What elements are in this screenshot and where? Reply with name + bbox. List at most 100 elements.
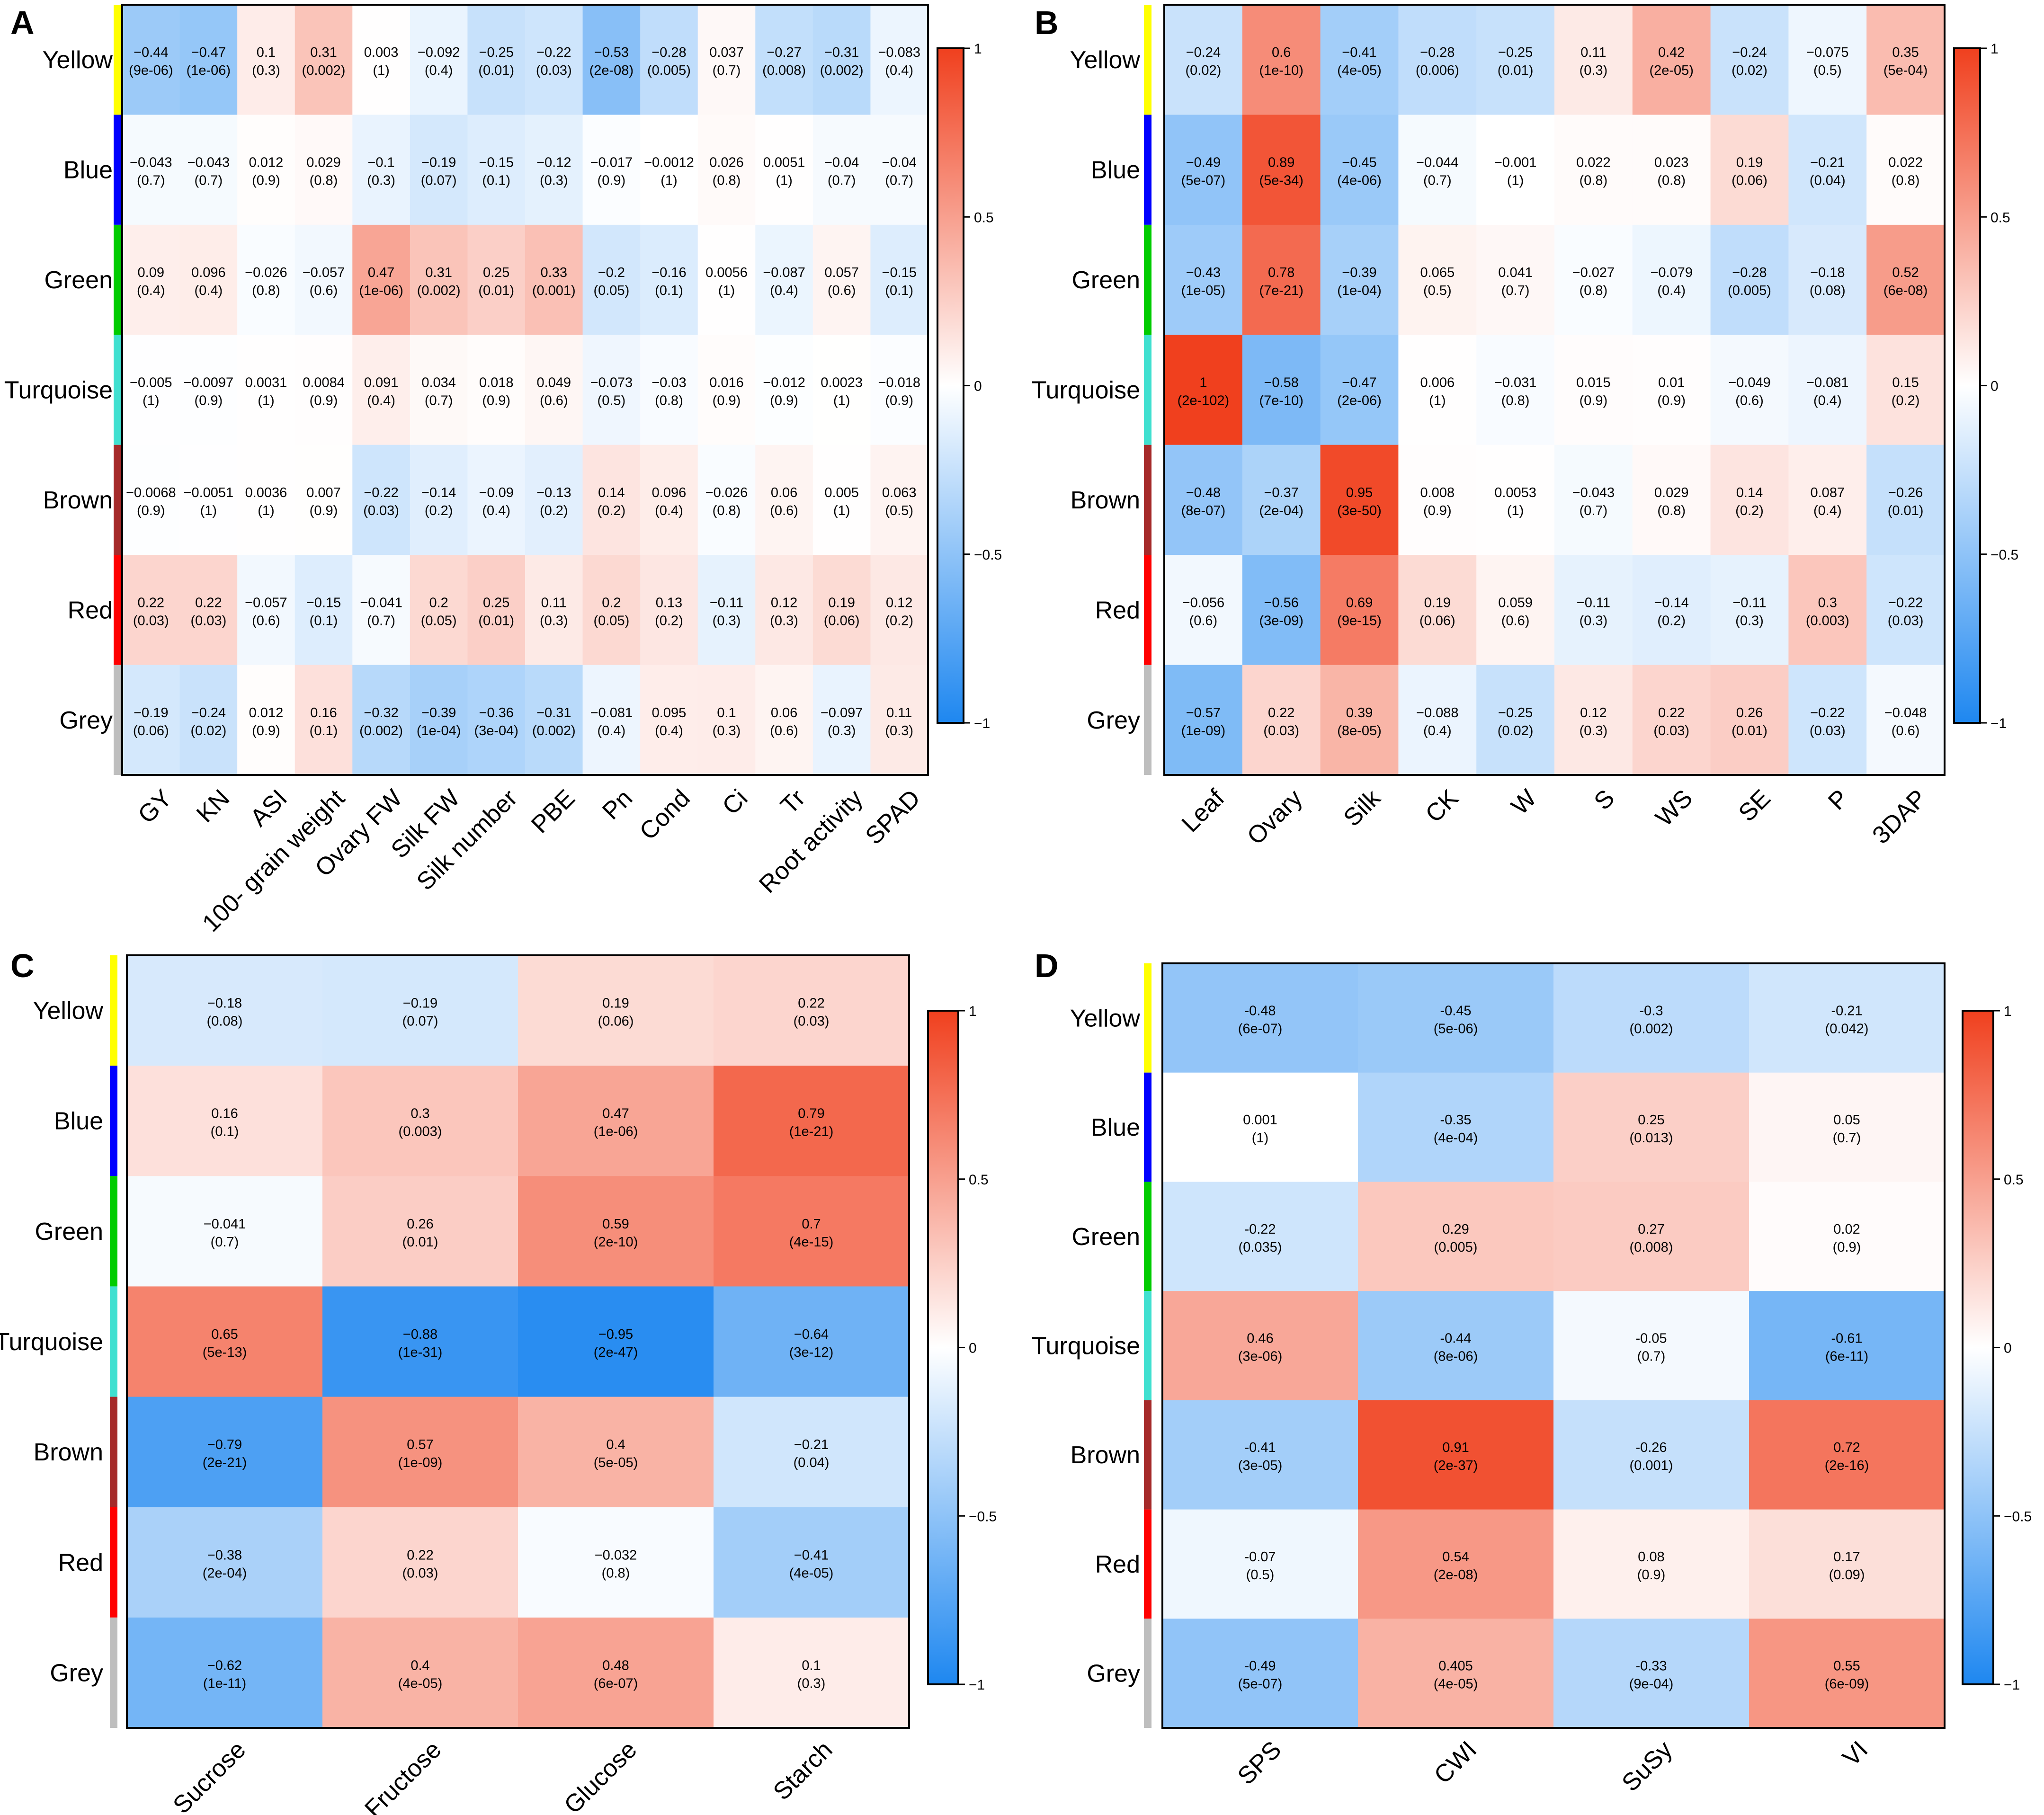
cell-pvalue-label: (0.9) — [252, 173, 280, 188]
heatmap-cell — [1554, 224, 1633, 335]
panel-C: C −0.18 (0.08) −0.19 (0.07) 0.19 (0.06) 0.22 (0.… — [0, 947, 997, 1815]
row-label-yellow: Yellow — [1070, 1005, 1141, 1032]
cell-value-label: 0.3 — [1818, 595, 1837, 610]
cell-value-label: 0.018 — [479, 375, 514, 391]
heatmap-cell — [1398, 335, 1477, 445]
heatmap-cell — [697, 445, 756, 555]
cell-pvalue-label: (0.9) — [713, 393, 741, 409]
column-label: Sucrose — [168, 1736, 251, 1815]
cell-pvalue-label: (4e-05) — [1337, 63, 1382, 78]
cell-value-label: −0.079 — [1650, 265, 1693, 280]
heatmap-cell — [410, 445, 468, 555]
cell-pvalue-label: (9e-06) — [129, 63, 173, 78]
heatmap-cell — [1866, 335, 1945, 445]
cell-pvalue-label: (3e-09) — [1259, 613, 1303, 628]
cell-value-label: −0.45 — [1342, 155, 1376, 170]
heatmap-cell — [1632, 5, 1711, 115]
cell-pvalue-label: (1) — [1252, 1130, 1268, 1146]
column-label: SPS — [1232, 1736, 1287, 1790]
heatmap-cell — [179, 335, 238, 445]
heatmap-cell — [1398, 665, 1477, 775]
cell-pvalue-label: (0.06) — [598, 1014, 634, 1029]
cell-pvalue-label: (0.5) — [1423, 283, 1452, 298]
cell-value-label: 0.47 — [368, 265, 394, 280]
cell-pvalue-label: (0.04) — [1810, 173, 1846, 188]
cell-value-label: 0.54 — [1442, 1549, 1469, 1565]
cell-value-label: 0.029 — [1654, 485, 1689, 500]
cell-value-label: 0.11 — [541, 595, 567, 610]
cell-pvalue-label: (0.03) — [1263, 723, 1299, 738]
heatmap-cell — [697, 335, 756, 445]
cell-value-label: 0.7 — [802, 1217, 821, 1232]
heatmap-cell — [1320, 445, 1399, 555]
heatmap-cell — [1554, 5, 1633, 115]
cell-value-label: 0.037 — [709, 45, 744, 60]
cell-pvalue-label: (0.07) — [402, 1014, 438, 1029]
cell-pvalue-label: (1e-06) — [359, 283, 403, 298]
cell-pvalue-label: (2e-10) — [594, 1235, 638, 1250]
heatmap-cell — [1554, 445, 1633, 555]
cell-pvalue-label: (3e-50) — [1337, 503, 1382, 518]
cell-pvalue-label: (0.6) — [1501, 613, 1530, 628]
cell-pvalue-label: (0.6) — [770, 723, 798, 738]
cell-value-label: −0.0068 — [126, 485, 176, 500]
cell-pvalue-label: (0.4) — [598, 723, 626, 738]
cell-pvalue-label: (0.8) — [655, 393, 683, 409]
cell-pvalue-label: (1) — [833, 503, 850, 518]
heatmap-cell — [1710, 665, 1789, 775]
heatmap-cell — [1358, 1072, 1554, 1182]
cell-value-label: -0.35 — [1440, 1112, 1471, 1128]
cell-pvalue-label: (0.002) — [417, 283, 461, 298]
panel-B: B −0.24 (0.02) 0.6 (1e-10) −0.41 (4e-05) −0.28 (… — [1032, 4, 2018, 850]
cell-pvalue-label: (0.7) — [828, 173, 856, 188]
cell-value-label: 0.091 — [364, 375, 399, 391]
cell-value-label: −0.88 — [403, 1327, 437, 1342]
heatmap-cell — [127, 955, 323, 1066]
colorbar — [937, 47, 964, 724]
module-color-strip — [1144, 1182, 1151, 1291]
heatmap-cell — [870, 224, 928, 335]
heatmap-cell — [755, 5, 813, 115]
heatmap-cell — [295, 115, 353, 225]
cell-value-label: −0.017 — [590, 155, 633, 170]
row-label-brown: Brown — [34, 1439, 103, 1466]
heatmap-cell — [1554, 665, 1633, 775]
cell-pvalue-label: (0.006) — [1416, 63, 1459, 78]
cell-value-label: −0.043 — [1572, 485, 1615, 500]
module-color-strip — [1144, 445, 1151, 555]
cell-pvalue-label: (4e-05) — [398, 1676, 443, 1691]
module-color-strip — [110, 1066, 117, 1176]
row-label-grey: Grey — [59, 707, 113, 734]
cell-value-label: −0.032 — [595, 1548, 637, 1563]
heatmap-cell — [518, 955, 714, 1066]
cell-value-label: −0.24 — [191, 705, 226, 721]
cell-pvalue-label: (0.8) — [713, 503, 741, 518]
cell-pvalue-label: (0.4) — [1657, 283, 1686, 298]
cell-value-label: 0.12 — [1580, 705, 1607, 721]
heatmap-cell — [127, 1617, 323, 1728]
cell-pvalue-label: (0.1) — [211, 1124, 239, 1139]
cell-pvalue-label: (0.08) — [1810, 283, 1846, 298]
heatmap-cell — [295, 335, 353, 445]
cell-value-label: 0.012 — [249, 705, 284, 721]
column-label: Ci — [717, 784, 753, 820]
heatmap-cell — [1749, 1291, 1945, 1401]
cell-pvalue-label: (6e-11) — [1825, 1349, 1868, 1364]
heatmap-cell — [1553, 1182, 1749, 1291]
cell-value-label: 0.35 — [1892, 45, 1919, 60]
cell-pvalue-label: (0.4) — [655, 723, 683, 738]
cell-value-label: −0.13 — [536, 485, 571, 500]
cell-value-label: 0.003 — [364, 45, 399, 60]
cell-value-label: -0.33 — [1635, 1659, 1667, 1674]
module-color-strip — [110, 1617, 117, 1728]
column-label: Root activity — [754, 784, 868, 899]
heatmap-cell — [1358, 1619, 1554, 1728]
heatmap-cell — [1162, 1509, 1358, 1619]
cell-value-label: −0.057 — [303, 265, 345, 280]
column-label: Leaf — [1177, 784, 1230, 838]
cell-pvalue-label: (2e-102) — [1178, 393, 1230, 409]
colorbar-tick-label: −1 — [2004, 1677, 2020, 1693]
cell-value-label: −0.39 — [421, 705, 456, 721]
cell-value-label: 0.6 — [1272, 45, 1291, 60]
